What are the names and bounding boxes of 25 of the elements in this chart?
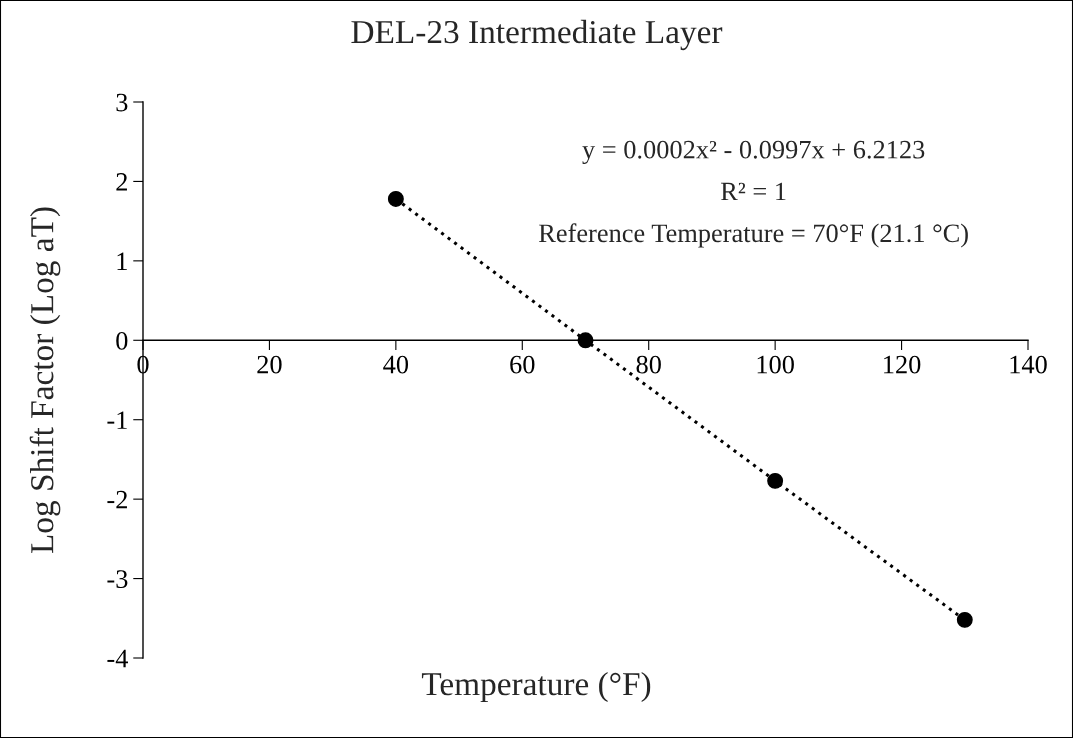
y-tick-label: -2 [107,490,127,509]
annotation: Reference Temperature = 70°F (21.1 °C) [539,223,968,248]
y-tick-label: -4 [107,649,129,668]
point [767,472,784,489]
y-tick-label: -1 [107,411,127,429]
x-tick-label: 120 [884,355,921,374]
x-tick-label: 80 [636,355,661,374]
x-tick-label: 20 [257,355,282,374]
x-tick-label: 40 [383,355,409,374]
annotation: R² = 1 [721,182,786,201]
x-axis-title: Temperature (°F) [421,671,651,703]
point [577,332,594,349]
point [956,611,973,628]
y-tick-label: 3 [116,93,128,112]
y-axis-title: Log Shift Factor (Log aT) [29,207,61,554]
annotation: y = 0.0002x² - 0.0997x + 6.2123 [582,140,925,165]
x-tick-label: 100 [757,355,794,374]
chart-title: DEL-23 Intermediate Layer [351,19,723,51]
y-tick-label: 1 [117,252,127,271]
x-tick-label: 60 [510,355,535,374]
x-tick-label: 140 [1010,355,1047,374]
y-tick-label: 0 [116,331,128,350]
point [387,190,404,207]
y-tick-label: -3 [107,570,128,588]
y-tick-label: 2 [116,173,127,191]
